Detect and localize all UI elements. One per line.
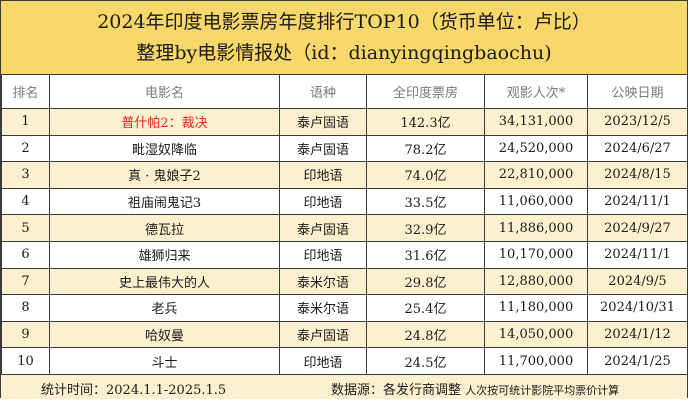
movie-name-cell: 哈奴曼 (49, 320, 280, 349)
admissions-note: 人次按可统计影院平均票价计算 (465, 384, 620, 397)
title-block: 2024年印度电影票房年度排行TOP10（货币单位：卢比） 整理by电影情报处（… (1, 1, 687, 75)
data-source-label: 数据源：各发行商调整 (331, 383, 462, 398)
movie-name-cell: 雄狮归来 (49, 240, 280, 269)
header-release-date: 公映日期 (587, 74, 688, 109)
table-row: 8 老兵 泰米尔语 25.4亿 11,180,000 2024/10/31 (1, 294, 688, 322)
language-cell: 泰卢固语 (279, 214, 367, 242)
rank-cell: 3 (1, 161, 50, 189)
language-cell: 印地语 (279, 347, 367, 375)
table-row: 4 祖庙闹鬼记3 印地语 33.5亿 11,060,000 2024/11/1 (1, 187, 688, 216)
movie-name-cell: 史上最伟大的人 (49, 267, 280, 296)
table-row: 3 真 · 鬼娘子2 印地语 74.0亿 22,810,000 2024/8/1… (1, 161, 688, 189)
table-row: 2 毗湿奴降临 泰卢固语 78.2亿 24,520,000 2024/6/27 (1, 134, 688, 163)
movie-name-cell: 斗士 (49, 347, 280, 375)
language-cell: 泰米尔语 (279, 294, 367, 322)
header-row: 排名 电影名 语种 全印度票房 观影人次* 公映日期 (1, 74, 688, 109)
box-office-cell: 24.5亿 (366, 347, 485, 375)
release-date-cell: 2024/11/1 (587, 187, 688, 216)
language-cell: 泰卢固语 (279, 320, 367, 349)
admissions-cell: 24,520,000 (484, 134, 588, 163)
admissions-cell: 11,060,000 (484, 187, 588, 216)
rank-cell: 1 (1, 108, 50, 136)
box-office-cell: 29.8亿 (366, 267, 485, 296)
footer: 统计时间：2024.1.1-2025.1.5 数据源：各发行商调整 人次按可统计… (1, 374, 687, 399)
box-office-cell: 25.4亿 (366, 294, 485, 322)
rank-cell: 10 (1, 347, 50, 375)
language-cell: 印地语 (279, 161, 367, 189)
movie-name-cell: 祖庙闹鬼记3 (49, 187, 280, 216)
box-office-cell: 33.5亿 (366, 187, 485, 216)
box-office-cell: 74.0亿 (366, 161, 485, 189)
release-date-cell: 2024/6/27 (587, 134, 688, 163)
header-box-office: 全印度票房 (366, 74, 485, 109)
release-date-cell: 2024/9/5 (587, 267, 688, 296)
release-date-cell: 2024/8/15 (587, 161, 688, 189)
movie-name-cell: 普什帕2：裁决 (49, 108, 280, 136)
rank-cell: 9 (1, 320, 50, 349)
release-date-cell: 2024/1/12 (587, 320, 688, 349)
release-date-cell: 2024/11/1 (587, 240, 688, 269)
table-row: 1 普什帕2：裁决 泰卢固语 142.3亿 34,131,000 2023/12… (1, 108, 688, 136)
table-row: 5 德瓦拉 泰卢固语 32.9亿 11,886,000 2024/9/27 (1, 214, 688, 242)
table-row: 6 雄狮归来 印地语 31.6亿 10,170,000 2024/11/1 (1, 240, 688, 269)
admissions-cell: 12,880,000 (484, 267, 588, 296)
movie-name-cell: 真 · 鬼娘子2 (49, 161, 280, 189)
admissions-cell: 11,180,000 (484, 294, 588, 322)
box-office-cell: 31.6亿 (366, 240, 485, 269)
release-date-cell: 2023/12/5 (587, 108, 688, 136)
box-office-cell: 32.9亿 (366, 214, 485, 242)
release-date-cell: 2024/10/31 (587, 294, 688, 322)
stat-period: 统计时间：2024.1.1-2025.1.5 (41, 383, 227, 398)
rank-cell: 8 (1, 294, 50, 322)
rank-cell: 2 (1, 134, 50, 163)
table-row: 9 哈奴曼 泰卢固语 24.8亿 14,050,000 2024/1/12 (1, 320, 688, 349)
header-name: 电影名 (49, 74, 280, 109)
box-office-table: 排名 电影名 语种 全印度票房 观影人次* 公映日期 1 普什帕2：裁决 泰卢固… (1, 74, 688, 375)
movie-name-cell: 老兵 (49, 294, 280, 322)
admissions-cell: 34,131,000 (484, 108, 588, 136)
rank-cell: 6 (1, 240, 50, 269)
rank-cell: 7 (1, 267, 50, 296)
page-title: 2024年印度电影票房年度排行TOP10（货币单位：卢比） (97, 11, 591, 33)
admissions-cell: 10,170,000 (484, 240, 588, 269)
rank-cell: 5 (1, 214, 50, 242)
admissions-cell: 14,050,000 (484, 320, 588, 349)
table-row: 10 斗士 印地语 24.5亿 11,700,000 2024/1/25 (1, 347, 688, 375)
admissions-cell: 22,810,000 (484, 161, 588, 189)
movie-name-cell: 毗湿奴降临 (49, 134, 280, 163)
header-admissions: 观影人次* (484, 74, 588, 109)
release-date-cell: 2024/1/25 (587, 347, 688, 375)
header-rank: 排名 (1, 74, 50, 109)
header-language: 语种 (279, 74, 367, 109)
movie-name-cell: 德瓦拉 (49, 214, 280, 242)
language-cell: 印地语 (279, 240, 367, 269)
release-date-cell: 2024/9/27 (587, 214, 688, 242)
language-cell: 泰卢固语 (279, 134, 367, 163)
data-source: 数据源：各发行商调整 人次按可统计影院平均票价计算 (331, 379, 619, 398)
box-office-cell: 24.8亿 (366, 320, 485, 349)
table-row: 7 史上最伟大的人 泰米尔语 29.8亿 12,880,000 2024/9/5 (1, 267, 688, 296)
box-office-cell: 78.2亿 (366, 134, 485, 163)
language-cell: 印地语 (279, 187, 367, 216)
language-cell: 泰米尔语 (279, 267, 367, 296)
box-office-cell: 142.3亿 (366, 108, 485, 136)
admissions-cell: 11,700,000 (484, 347, 588, 375)
admissions-cell: 11,886,000 (484, 214, 588, 242)
rank-cell: 4 (1, 187, 50, 216)
language-cell: 泰卢固语 (279, 108, 367, 136)
page-subtitle: 整理by电影情报处（id：dianyingqingbaochu) (136, 42, 552, 64)
